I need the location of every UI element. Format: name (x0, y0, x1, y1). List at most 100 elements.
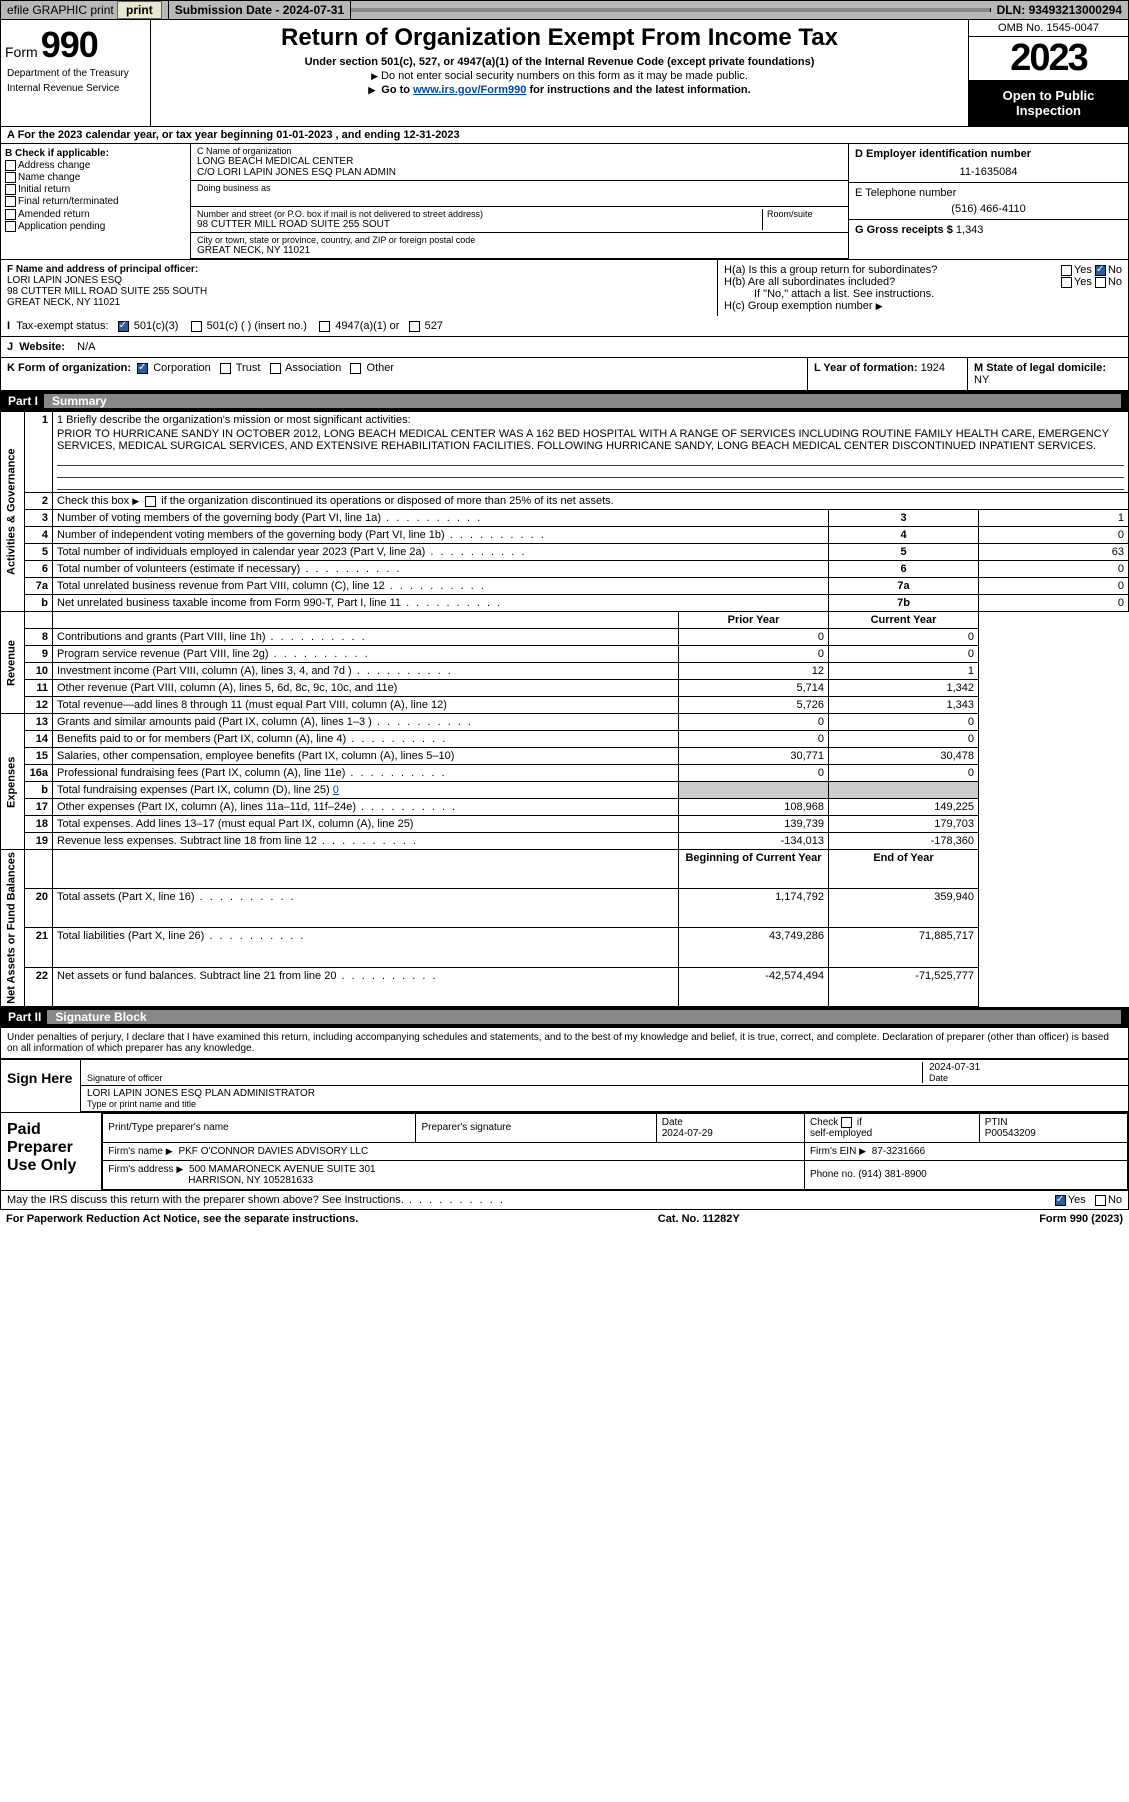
l22-end: -71,525,777 (829, 967, 979, 1006)
org-name-2: C/O LORI LAPIN JONES ESQ PLAN ADMIN (197, 167, 842, 178)
h-b: H(b) Are all subordinates included? Yes … (724, 276, 1122, 288)
rowm-label: M State of legal domicile: (974, 362, 1106, 374)
officer-addr1: 98 CUTTER MILL ROAD SUITE 255 SOUTH (7, 286, 711, 297)
hdr-begin: Beginning of Current Year (679, 850, 829, 889)
l13-prior: 0 (679, 714, 829, 731)
chk-application-pending[interactable]: Application pending (5, 221, 186, 232)
l6-desc: Total number of volunteers (estimate if … (53, 561, 829, 578)
hb-text: H(b) Are all subordinates included? (724, 276, 895, 288)
l20-desc: Total assets (Part X, line 16) (53, 889, 679, 928)
officer-addr2: GREAT NECK, NY 11021 (7, 297, 711, 308)
part2-title: Signature Block (47, 1010, 1121, 1024)
chk-other[interactable] (350, 363, 361, 374)
rowa-end: 12-31-2023 (403, 129, 459, 141)
open-to-public: Open to Public Inspection (969, 80, 1128, 126)
sign-here-row: Sign Here Signature of officer 2024-07-3… (0, 1059, 1129, 1113)
ptin-cell: PTINP00543209 (979, 1113, 1127, 1142)
addr-label: Number and street (or P.O. box if mail i… (197, 209, 762, 219)
chk-501c[interactable] (191, 321, 202, 332)
header-sub2: Do not enter social security numbers on … (161, 70, 958, 82)
chk-name-change[interactable]: Name change (5, 172, 186, 183)
sign-here-label: Sign Here (1, 1060, 81, 1112)
row-a-tax-year: A For the 2023 calendar year, or tax yea… (0, 127, 1129, 144)
rowi-label: Tax-exempt status: (16, 320, 108, 332)
firm-name: PKF O'CONNOR DAVIES ADVISORY LLC (178, 1146, 368, 1157)
box-d: D Employer identification number 11-1635… (849, 144, 1128, 183)
l7a-val: 0 (979, 578, 1129, 595)
l7a-desc: Total unrelated business revenue from Pa… (53, 578, 829, 595)
l10-prior: 12 (679, 663, 829, 680)
irs-label: Internal Revenue Service (5, 81, 146, 96)
room-label: Room/suite (767, 209, 842, 219)
website-value: N/A (77, 341, 95, 353)
line2-text: Check this box Check this box if the org… (53, 493, 1129, 510)
l16b-desc: Total fundraising expenses (Part IX, col… (53, 782, 679, 799)
header-info-grid: B Check if applicable: Address change Na… (0, 144, 1129, 259)
l7b-val: 0 (979, 595, 1129, 612)
form990-link[interactable]: www.irs.gov/Form990 (413, 84, 526, 96)
org-name-label: C Name of organization (197, 146, 842, 156)
tax-exempt-status: I Tax-exempt status: 501(c)(3) 501(c) ( … (1, 316, 1128, 336)
chk-trust[interactable] (220, 363, 231, 374)
sig-name-row: LORI LAPIN JONES ESQ PLAN ADMINISTRATOR … (81, 1086, 1128, 1112)
firm-addr1: 500 MAMARONECK AVENUE SUITE 301 (189, 1164, 376, 1175)
paid-table: Print/Type preparer's name Preparer's si… (102, 1113, 1128, 1190)
l10-desc: Investment income (Part VIII, column (A)… (53, 663, 679, 680)
cat-no: Cat. No. 11282Y (658, 1213, 740, 1225)
hb-note: If "No," attach a list. See instructions… (724, 288, 1122, 300)
phone-label: E Telephone number (855, 187, 1122, 199)
box-b: B Check if applicable: Address change Na… (1, 144, 191, 259)
chk-discontinued[interactable] (145, 496, 156, 507)
chk-discuss-yes[interactable] (1055, 1195, 1066, 1206)
chk-final-return[interactable]: Final return/terminated (5, 196, 186, 207)
l8-prior: 0 (679, 629, 829, 646)
side-governance: Activities & Governance (1, 412, 25, 612)
l17-prior: 108,968 (679, 799, 829, 816)
chk-discuss-no[interactable] (1095, 1195, 1106, 1206)
box-e: E Telephone number (516) 466-4110 (849, 183, 1128, 220)
l3-desc: Number of voting members of the governin… (53, 510, 829, 527)
discuss-q: May the IRS discuss this return with the… (7, 1194, 505, 1206)
mission-cell: 1 Briefly describe the organization's mi… (53, 412, 1129, 493)
l16a-desc: Professional fundraising fees (Part IX, … (53, 765, 679, 782)
dln-value: 93493213000294 (1029, 3, 1122, 17)
chk-4947[interactable] (319, 321, 330, 332)
l21-end: 71,885,717 (829, 928, 979, 967)
l16a-prior: 0 (679, 765, 829, 782)
l16b-link[interactable]: 0 (333, 784, 339, 796)
city-value: GREAT NECK, NY 11021 (197, 245, 842, 256)
sig-date: 2024-07-31 (929, 1062, 1122, 1073)
sub3-pre: Go to (381, 84, 413, 96)
prep-date: 2024-07-29 (662, 1128, 713, 1139)
prep-name-hdr: Print/Type preparer's name (103, 1113, 416, 1142)
l9-curr: 0 (829, 646, 979, 663)
chk-self-employed[interactable] (841, 1117, 852, 1128)
chk-corporation[interactable] (137, 363, 148, 374)
chk-501c3[interactable] (118, 321, 129, 332)
form-number-box: Form 990 Department of the Treasury Inte… (1, 20, 151, 126)
chk-address-change[interactable]: Address change (5, 160, 186, 171)
l4-val: 0 (979, 527, 1129, 544)
discuss-row: May the IRS discuss this return with the… (0, 1191, 1129, 1210)
firm-ein-cell: Firm's EIN 87-3231666 (804, 1142, 1127, 1160)
website-row: J Website: N/A (1, 337, 1128, 357)
h-a: H(a) Is this a group return for subordin… (724, 264, 1122, 276)
ptin-value: P00543209 (985, 1128, 1036, 1139)
firm-name-cell: Firm's name PKF O'CONNOR DAVIES ADVISORY… (103, 1142, 805, 1160)
print-button[interactable]: print (117, 1, 162, 19)
form-ref: Form 990 (2023) (1039, 1213, 1123, 1225)
l19-desc: Revenue less expenses. Subtract line 18 … (53, 833, 679, 850)
sig-name-label: Type or print name and title (87, 1099, 1122, 1109)
efile-label: efile GRAPHIC print print (1, 1, 169, 19)
chk-amended-return[interactable]: Amended return (5, 209, 186, 220)
l5-desc: Total number of individuals employed in … (53, 544, 829, 561)
prep-self-emp: Check ifself-employed (804, 1113, 979, 1142)
l11-curr: 1,342 (829, 680, 979, 697)
chk-association[interactable] (270, 363, 281, 374)
chk-initial-return[interactable]: Initial return (5, 184, 186, 195)
form-header: Form 990 Department of the Treasury Inte… (0, 20, 1129, 127)
l14-prior: 0 (679, 731, 829, 748)
part1-num: Part I (8, 394, 48, 408)
ha-text: H(a) Is this a group return for subordin… (724, 264, 937, 276)
chk-527[interactable] (409, 321, 420, 332)
